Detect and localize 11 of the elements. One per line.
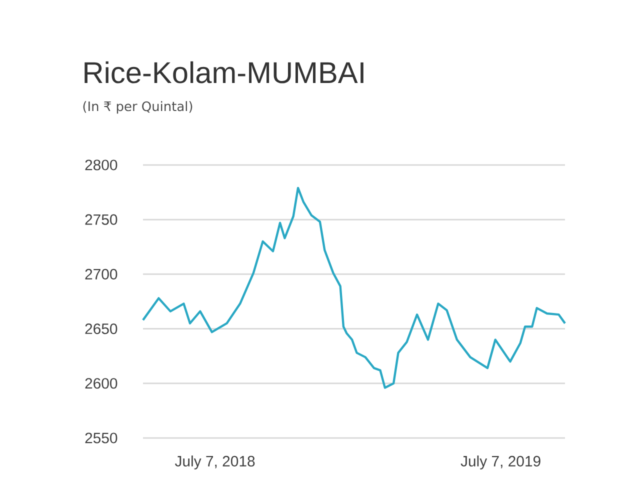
line-series bbox=[142, 186, 566, 389]
chart-subtitle: (In ₹ per Quintal) bbox=[83, 101, 192, 114]
y-tick-label: 2600 bbox=[85, 378, 118, 389]
x-tick-label: July 7, 2018 bbox=[174, 456, 255, 470]
x-tick-label: July 7, 2019 bbox=[460, 456, 540, 470]
y-tick-label: 2800 bbox=[85, 160, 118, 170]
y-tick-label: 2750 bbox=[85, 214, 118, 225]
chart-title: Rice-Kolam-MUMBAI bbox=[84, 61, 364, 84]
y-tick-label: 2550 bbox=[85, 432, 118, 444]
y-tick-label: 2700 bbox=[85, 268, 118, 280]
y-tick-label: 2650 bbox=[85, 323, 118, 334]
